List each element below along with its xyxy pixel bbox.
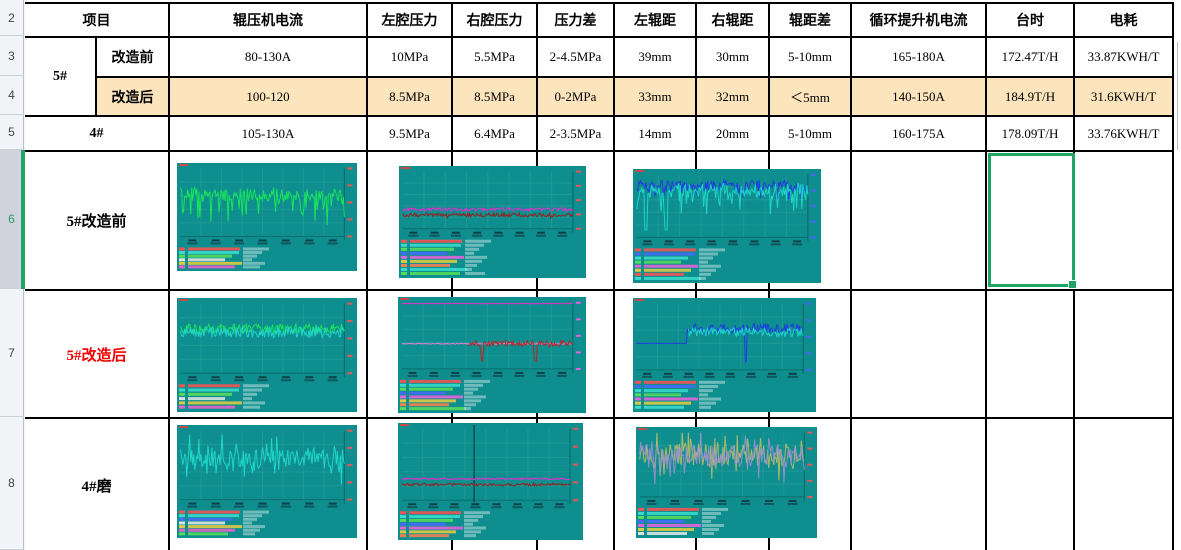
row-header-2[interactable]: 2 bbox=[0, 0, 24, 36]
cell-r3-left-gap[interactable]: 39mm bbox=[615, 38, 697, 78]
trend-chart-5-after-roller-current[interactable] bbox=[177, 298, 357, 412]
header-right-pressure[interactable]: 右腔压力 bbox=[453, 4, 538, 38]
cell-r3-unit-hours[interactable]: 172.47T/H bbox=[987, 38, 1075, 78]
cell-r5-gap-diff[interactable]: 5-10mm bbox=[770, 117, 852, 152]
row-number: 5 bbox=[8, 125, 15, 139]
cell-r5-right-pressure[interactable]: 6.4MPa bbox=[453, 117, 538, 152]
cell-r8-unit-hours[interactable] bbox=[987, 419, 1075, 550]
row-number: 3 bbox=[8, 48, 15, 63]
header-left-pressure[interactable]: 左腔压力 bbox=[368, 4, 453, 38]
row-header-7[interactable]: 7 bbox=[0, 289, 24, 417]
cell-r4-pressure-diff[interactable]: 0-2MPa bbox=[538, 78, 615, 117]
cell-r5-unit-hours[interactable]: 178.09T/H bbox=[987, 117, 1075, 152]
cell-r3-gap-diff[interactable]: 5-10mm bbox=[770, 38, 852, 78]
cell-r3-power[interactable]: 33.87KWH/T bbox=[1075, 38, 1174, 78]
cell-r4-power[interactable]: 31.6KWH/T bbox=[1075, 78, 1174, 117]
header-right-gap[interactable]: 右辊距 bbox=[697, 4, 770, 38]
cell-r6-unit-hours-selected[interactable] bbox=[987, 152, 1075, 291]
cell-r8-power[interactable] bbox=[1075, 419, 1174, 550]
cell-r6-power[interactable] bbox=[1075, 152, 1174, 291]
cell-r3-elevator-current[interactable]: 165-180A bbox=[852, 38, 987, 78]
cell-r3-pressure-diff[interactable]: 2-4.5MPa bbox=[538, 38, 615, 78]
cell-r5-left-gap[interactable]: 14mm bbox=[615, 117, 697, 152]
selected-cell-outline[interactable] bbox=[988, 153, 1077, 289]
table-right-edge-artifact bbox=[1177, 42, 1181, 150]
label-5-after[interactable]: 5#改造后 bbox=[25, 291, 170, 419]
cell-r3-left-pressure[interactable]: 10MPa bbox=[368, 38, 453, 78]
trend-chart-5-after-pressure[interactable] bbox=[398, 297, 586, 413]
header-left-gap[interactable]: 左辊距 bbox=[615, 4, 697, 38]
cell-r4-right-pressure[interactable]: 8.5MPa bbox=[453, 78, 538, 117]
cell-r4-gap-diff[interactable]: ＜5mm bbox=[770, 78, 852, 117]
cell-r4-left-pressure[interactable]: 8.5MPa bbox=[368, 78, 453, 117]
header-pressure-diff[interactable]: 压力差 bbox=[538, 4, 615, 38]
label-5-before[interactable]: 5#改造前 bbox=[25, 152, 170, 291]
cell-r7-unit-hours[interactable] bbox=[987, 291, 1075, 419]
trend-chart-4-mill-pressure[interactable] bbox=[398, 423, 583, 540]
cell-r3-right-gap[interactable]: 30mm bbox=[697, 38, 770, 78]
cell-r6-elevator-current[interactable] bbox=[852, 152, 987, 291]
row-number: 7 bbox=[8, 345, 15, 360]
row-header-8[interactable]: 8 bbox=[0, 417, 24, 550]
cell-r3-roller-current[interactable]: 80-130A bbox=[170, 38, 368, 78]
label-4-mill[interactable]: 4#磨 bbox=[25, 419, 170, 550]
cell-r4-roller-current[interactable]: 100-120 bbox=[170, 78, 368, 117]
row-header-5[interactable]: 5 bbox=[0, 115, 24, 150]
selected-row-indicator-bar bbox=[21, 150, 25, 289]
header-project[interactable]: 项目 bbox=[25, 4, 170, 38]
cell-r7-power[interactable] bbox=[1075, 291, 1174, 419]
cell-r5-roller-current[interactable]: 105-130A bbox=[170, 117, 368, 152]
cell-r5-power[interactable]: 33.76KWH/T bbox=[1075, 117, 1174, 152]
cell-r4-left-gap[interactable]: 33mm bbox=[615, 78, 697, 117]
header-power[interactable]: 电耗 bbox=[1075, 4, 1174, 38]
cell-r7-elevator-current[interactable] bbox=[852, 291, 987, 419]
cell-group-4[interactable]: 4# bbox=[25, 117, 170, 152]
header-elevator-current[interactable]: 循环提升机电流 bbox=[852, 4, 987, 38]
cell-r5-left-pressure[interactable]: 9.5MPa bbox=[368, 117, 453, 152]
row-header-3[interactable]: 3 bbox=[0, 36, 24, 76]
trend-chart-5-before-pressure[interactable] bbox=[399, 166, 586, 278]
header-gap-diff[interactable]: 辊距差 bbox=[770, 4, 852, 38]
cell-phase-after[interactable]: 改造后 bbox=[97, 78, 170, 117]
cell-r3-right-pressure[interactable]: 5.5MPa bbox=[453, 38, 538, 78]
cell-group-5[interactable]: 5# bbox=[25, 38, 97, 117]
row-number: 8 bbox=[8, 476, 15, 490]
cell-r5-pressure-diff[interactable]: 2-3.5MPa bbox=[538, 117, 615, 152]
cell-r4-unit-hours[interactable]: 184.9T/H bbox=[987, 78, 1075, 117]
cell-r4-elevator-current[interactable]: 140-150A bbox=[852, 78, 987, 117]
cell-r8-elevator-current[interactable] bbox=[852, 419, 987, 550]
trend-chart-5-before-roller-gap[interactable] bbox=[633, 169, 821, 283]
trend-chart-5-before-roller-current[interactable] bbox=[177, 163, 357, 271]
header-unit-hours[interactable]: 台时 bbox=[987, 4, 1075, 38]
cell-phase-before[interactable]: 改造前 bbox=[97, 38, 170, 78]
row-number: 2 bbox=[8, 10, 15, 25]
row-header-4[interactable]: 4 bbox=[0, 76, 24, 115]
trend-chart-4-mill-roller-gap[interactable] bbox=[636, 427, 817, 538]
trend-chart-5-after-roller-gap[interactable] bbox=[633, 298, 816, 412]
row-number: 6 bbox=[8, 212, 15, 226]
row-number: 4 bbox=[8, 88, 15, 102]
cell-r4-right-gap[interactable]: 32mm bbox=[697, 78, 770, 117]
cell-r5-elevator-current[interactable]: 160-175A bbox=[852, 117, 987, 152]
fill-handle[interactable] bbox=[1068, 280, 1077, 289]
header-roller-current[interactable]: 辊压机电流 bbox=[170, 4, 368, 38]
trend-chart-4-mill-roller-current[interactable] bbox=[177, 425, 357, 538]
cell-r5-right-gap[interactable]: 20mm bbox=[697, 117, 770, 152]
